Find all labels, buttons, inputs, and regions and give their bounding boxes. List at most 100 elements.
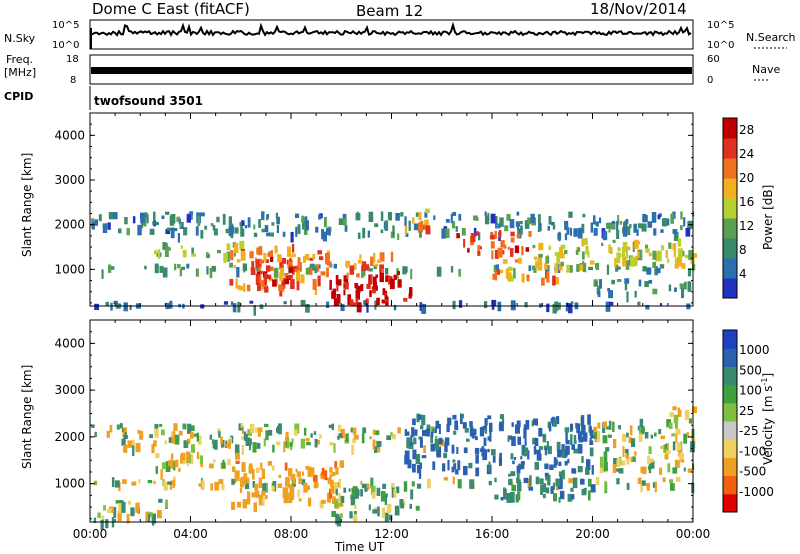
power-cell (239, 222, 242, 227)
velocity-cell (605, 426, 611, 430)
velocity-cell (163, 481, 169, 491)
velocity-cell (577, 444, 583, 454)
power-cell (606, 264, 610, 275)
velocity-cell (614, 468, 620, 472)
velocity-cell (247, 491, 251, 502)
power-cell (379, 252, 385, 262)
power-cell (146, 214, 149, 224)
power-cell (661, 218, 666, 227)
power-cell (385, 268, 389, 275)
power-cell (518, 257, 522, 264)
velocity-cell (107, 508, 112, 514)
velocity-cell (513, 457, 517, 460)
velocity-cell (487, 415, 492, 420)
velocity-cell (625, 448, 628, 454)
velocity-cell (397, 427, 401, 434)
velocity-cell (353, 514, 358, 522)
power-cell (642, 213, 647, 223)
power-cell (177, 264, 181, 269)
velocity-cell (581, 456, 584, 463)
velocity-cell (374, 430, 380, 436)
power-cell (397, 233, 400, 241)
velocity-cell (677, 409, 682, 417)
power-cell (210, 223, 214, 227)
velocity-cell (252, 442, 257, 453)
power-cell (648, 252, 652, 257)
velocity-cell (482, 449, 488, 461)
power-cell (564, 220, 569, 230)
velocity-cell (351, 487, 356, 497)
power-cell (295, 270, 300, 281)
power-ylabel: Slant Range [km] (20, 153, 34, 257)
velocity-cell (343, 487, 347, 493)
power-cell (271, 222, 275, 226)
power-cell (355, 298, 359, 303)
power-cell (458, 268, 461, 277)
power-cell (369, 290, 372, 298)
power-cell (450, 213, 453, 224)
power-cell (182, 249, 187, 258)
velocity-cell (174, 460, 178, 467)
power-cell (223, 253, 228, 261)
velocity-cell (589, 447, 594, 457)
velocity-cell (649, 458, 654, 463)
power-cell (413, 223, 419, 231)
velocity-cell (151, 444, 155, 454)
power-cell (140, 212, 145, 224)
power-cell (295, 213, 300, 218)
velocity-cell (430, 443, 435, 452)
power-cell (266, 265, 271, 272)
nsky-label: N.Sky (4, 32, 36, 45)
power-cell (637, 301, 641, 306)
power-cell (458, 213, 462, 221)
velocity-cell (231, 501, 236, 510)
power-cell (554, 252, 560, 256)
power-cell (657, 214, 661, 220)
velocity-cell (494, 494, 499, 500)
velocity-cell (235, 452, 240, 460)
power-cell (155, 222, 159, 226)
power-cell (495, 264, 499, 269)
radar-title: Dome C East (fitACF) (92, 0, 250, 18)
velocity-cell (336, 501, 342, 506)
power-cell (211, 265, 216, 272)
velocity-cell (474, 447, 480, 455)
power-cell (424, 211, 428, 218)
power-cell (288, 274, 293, 279)
power-cell (288, 267, 294, 273)
power-cell (598, 279, 602, 289)
power-cell (560, 244, 566, 249)
velocity-cell (310, 467, 315, 477)
velocity-cell (650, 434, 653, 439)
velocity-cell (453, 430, 457, 435)
power-cell (346, 272, 349, 280)
velocity-cell (654, 432, 657, 437)
velocity-cell (147, 480, 153, 484)
velocity-cell (684, 409, 690, 421)
velocity-cell (132, 445, 135, 456)
velocity-cell (484, 418, 488, 426)
velocity-cell (404, 455, 408, 465)
velocity-cell (669, 412, 675, 417)
power-cell (645, 244, 648, 249)
velocity-cell (352, 427, 357, 435)
velocity-cell (674, 419, 678, 429)
velocity-cell (263, 438, 266, 447)
power-cell (324, 216, 327, 228)
power-cell (642, 266, 647, 272)
velocity-cell (276, 425, 282, 434)
power-cell (637, 223, 643, 229)
velocity-cell (361, 433, 365, 444)
power-cell (305, 220, 309, 231)
velocity-cell (557, 449, 562, 458)
power-cell (290, 278, 295, 290)
velocity-cell (469, 421, 473, 427)
freq-panel (89, 54, 694, 85)
power-cell (217, 249, 221, 254)
power-cell (206, 252, 209, 258)
velocity-cell (516, 465, 521, 474)
velocity-cell (255, 467, 260, 473)
velocity-cell (546, 441, 549, 448)
power-colorbar-tick: 16 (739, 195, 754, 209)
power-cell (470, 233, 476, 243)
